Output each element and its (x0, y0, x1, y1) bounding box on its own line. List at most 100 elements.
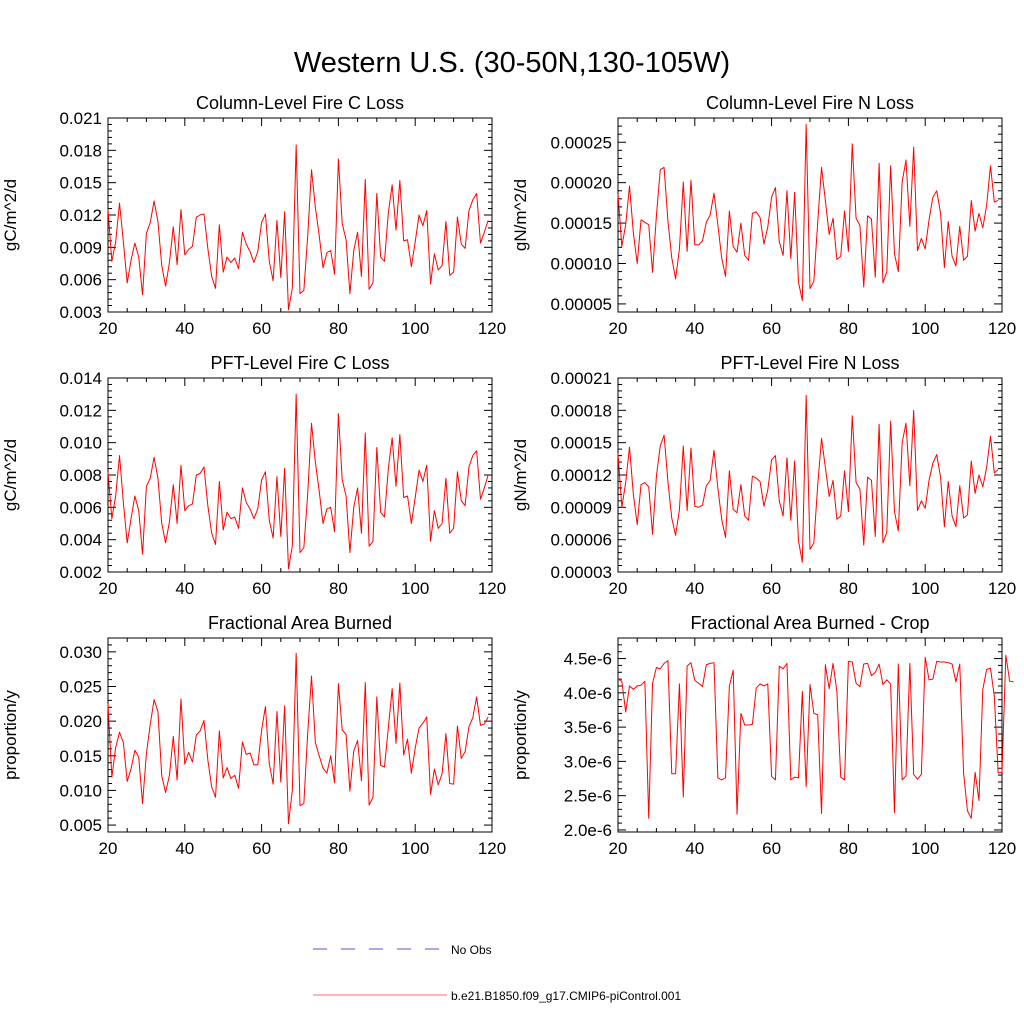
y-axis-label: gN/m^2/d (511, 179, 530, 251)
y-axis-label: gC/m^2/d (1, 179, 20, 251)
chart-panel-4: PFT-Level Fire N Loss gN/m^2/d 20 40 60 80 100… (511, 353, 1016, 598)
y-tick-label: 0.00015 (551, 434, 612, 453)
y-tick-label: 0.00021 (551, 369, 612, 388)
y-tick-label: 2.0e-6 (564, 821, 612, 840)
y-tick-label: 0.006 (59, 271, 102, 290)
x-tick-label: 80 (329, 319, 348, 338)
y-tick-label: 0.015 (59, 174, 102, 193)
legend-no-obs-label: No Obs (451, 943, 492, 957)
x-tick-label: 120 (478, 579, 506, 598)
x-tick-label: 80 (839, 579, 858, 598)
series-line-1 (107, 144, 489, 311)
x-tick-label: 60 (252, 579, 271, 598)
y-tick-label: 0.004 (59, 531, 102, 550)
y-axis-label: gC/m^2/d (1, 439, 20, 511)
panel-title: Fractional Area Burned (208, 613, 392, 633)
y-tick-label: 0.014 (59, 369, 102, 388)
x-tick-label: 60 (762, 319, 781, 338)
x-tick-label: 20 (99, 319, 118, 338)
x-tick-label: 100 (401, 839, 429, 858)
y-tick-label: 4.0e-6 (564, 684, 612, 703)
legend-model-label: b.e21.B1850.f09_g17.CMIP6-piControl.001 (451, 989, 681, 1003)
x-tick-label: 120 (478, 319, 506, 338)
x-tick-label: 40 (175, 839, 194, 858)
plot-frame (617, 637, 1003, 833)
figure-title: Western U.S. (30-50N,130-105W) (294, 47, 730, 79)
x-tick-label: 20 (609, 319, 628, 338)
series-line-1 (107, 393, 489, 570)
x-tick-label: 120 (478, 839, 506, 858)
y-axis-label: gN/m^2/d (511, 439, 530, 511)
y-tick-label: 4.5e-6 (564, 650, 612, 669)
x-tick-label: 80 (839, 839, 858, 858)
panel-title: Fractional Area Burned - Crop (690, 613, 929, 633)
x-tick-label: 120 (988, 579, 1016, 598)
y-tick-label: 0.021 (59, 109, 102, 128)
x-tick-label: 60 (762, 579, 781, 598)
y-tick-label: 0.00015 (551, 214, 612, 233)
y-tick-label: 0.00020 (551, 174, 612, 193)
y-tick-label: 0.015 (59, 747, 102, 766)
panel-title: Column-Level Fire N Loss (706, 93, 914, 113)
x-tick-label: 100 (911, 839, 939, 858)
x-tick-label: 40 (685, 579, 704, 598)
y-tick-label: 0.00010 (551, 255, 612, 274)
y-tick-label: 0.012 (59, 401, 102, 420)
y-tick-label: 0.008 (59, 466, 102, 485)
series-line-1 (617, 654, 1014, 819)
legend: No Obs b.e21.B1850.f09_g17.CMIP6-piContr… (313, 943, 681, 1003)
y-tick-label: 0.00018 (551, 401, 612, 420)
x-tick-label: 60 (252, 319, 271, 338)
x-tick-label: 80 (839, 319, 858, 338)
panel-title: PFT-Level Fire C Loss (210, 353, 389, 373)
y-tick-label: 3.0e-6 (564, 752, 612, 771)
x-tick-label: 40 (175, 319, 194, 338)
panel-title: Column-Level Fire C Loss (196, 93, 404, 113)
series-line-1 (617, 394, 999, 563)
chart-panel-1: Column-Level Fire C Loss gC/m^2/d 20 40 60 80… (1, 93, 506, 338)
y-tick-label: 0.00025 (551, 133, 612, 152)
y-axis-label: proportion/y (1, 690, 20, 780)
y-tick-label: 0.00009 (551, 498, 612, 517)
x-tick-label: 40 (685, 839, 704, 858)
x-tick-label: 100 (401, 319, 429, 338)
y-tick-label: 0.005 (59, 816, 102, 835)
y-tick-label: 0.00012 (551, 466, 612, 485)
x-tick-label: 100 (401, 579, 429, 598)
x-tick-label: 60 (762, 839, 781, 858)
y-tick-label: 0.009 (59, 238, 102, 257)
x-tick-label: 120 (988, 319, 1016, 338)
x-tick-label: 20 (99, 579, 118, 598)
y-tick-label: 0.020 (59, 712, 102, 731)
x-tick-label: 60 (252, 839, 271, 858)
panel-title: PFT-Level Fire N Loss (720, 353, 899, 373)
y-tick-label: 0.00003 (551, 563, 612, 582)
x-tick-label: 80 (329, 579, 348, 598)
x-tick-label: 80 (329, 839, 348, 858)
x-tick-label: 20 (609, 579, 628, 598)
y-tick-label: 0.006 (59, 498, 102, 517)
chart-panel-5: Fractional Area Burned proportion/y 20 40 60… (1, 613, 506, 858)
x-tick-label: 100 (911, 579, 939, 598)
chart-panel-3: PFT-Level Fire C Loss gC/m^2/d 20 40 60 80 100… (1, 353, 506, 598)
y-tick-label: 0.00005 (551, 295, 612, 314)
y-tick-label: 0.00006 (551, 531, 612, 550)
chart-panels: Column-Level Fire C Loss gC/m^2/d 20 40 60 80… (1, 93, 1016, 858)
series-line-1 (107, 652, 489, 825)
y-tick-label: 0.003 (59, 303, 102, 322)
series-line-1 (617, 123, 999, 302)
x-tick-label: 40 (175, 579, 194, 598)
y-tick-label: 0.025 (59, 678, 102, 697)
y-tick-label: 0.030 (59, 643, 102, 662)
x-tick-label: 20 (609, 839, 628, 858)
y-axis-label: proportion/y (511, 690, 530, 780)
x-tick-label: 20 (99, 839, 118, 858)
y-tick-label: 0.012 (59, 206, 102, 225)
chart-panel-6: Fractional Area Burned - Crop proportion/… (511, 613, 1016, 858)
y-tick-label: 3.5e-6 (564, 718, 612, 737)
y-tick-label: 0.010 (59, 434, 102, 453)
chart-panel-2: Column-Level Fire N Loss gN/m^2/d 20 40 60 80… (511, 93, 1016, 338)
y-tick-label: 0.010 (59, 781, 102, 800)
y-tick-label: 0.018 (59, 141, 102, 160)
